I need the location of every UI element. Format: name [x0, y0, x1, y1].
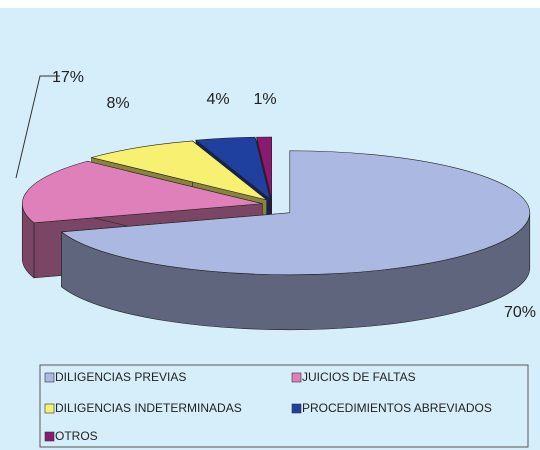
- leader-line: [15, 75, 60, 179]
- legend-label: JUICIOS DE FALTAS: [302, 370, 416, 384]
- slice-top: [60, 150, 531, 276]
- slice-top: [195, 136, 271, 200]
- legend-label: DILIGENCIAS PREVIAS: [55, 370, 186, 384]
- data-label: 1%: [253, 91, 276, 108]
- legend-swatch: [44, 403, 55, 414]
- slice-top: [21, 160, 263, 224]
- legend-label: OTROS: [55, 429, 98, 443]
- legend-swatch: [44, 431, 55, 442]
- legend-label: PROCEDIMIENTOS ABREVIADOS: [302, 401, 492, 415]
- legend-swatch: [291, 372, 302, 383]
- legend: [39, 364, 529, 448]
- data-label: 8%: [106, 95, 129, 112]
- legend-swatch: [291, 403, 302, 414]
- slice-top: [90, 140, 267, 201]
- data-label: 17%: [52, 69, 84, 86]
- legend-label: DILIGENCIAS INDETERMINADAS: [55, 401, 242, 415]
- data-label: 70%: [504, 304, 536, 321]
- slice-top: [256, 136, 272, 200]
- data-label: 4%: [206, 91, 229, 108]
- slice: [60, 150, 531, 331]
- legend-swatch: [44, 372, 55, 383]
